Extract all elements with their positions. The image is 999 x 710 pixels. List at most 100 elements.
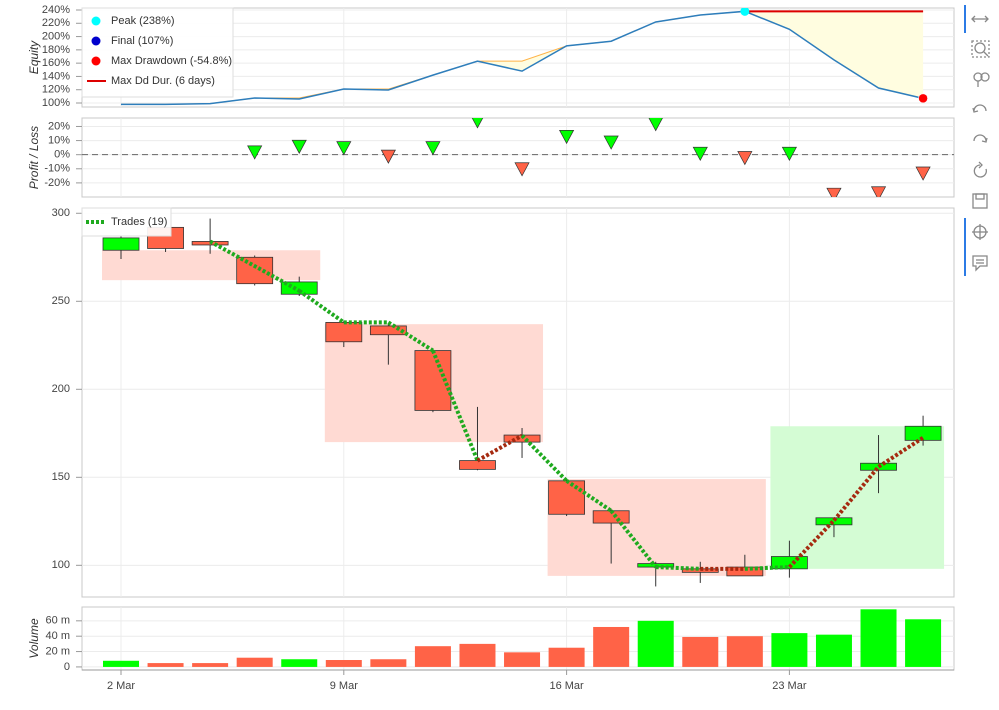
volume-bar	[370, 659, 407, 667]
legend-trades: Trades (19)	[111, 216, 167, 228]
trade-line	[387, 320, 434, 353]
candle-body	[102, 237, 140, 251]
y-tick-label: 160%	[42, 57, 70, 69]
y-tick-label: -10%	[44, 163, 70, 175]
volume-bar	[815, 634, 852, 667]
equity-line	[121, 10, 924, 106]
legend-max-dd-duration: Max Dd Dur. (6 days)	[111, 75, 215, 87]
y-tick-label: 240%	[42, 4, 70, 16]
candle-body	[548, 480, 585, 515]
volume-bar	[281, 659, 318, 667]
weekly-range	[770, 426, 945, 569]
candle-body	[503, 434, 541, 443]
trade-line	[744, 565, 790, 571]
y-axis-label: Volume	[27, 618, 41, 659]
volume-bar	[236, 657, 273, 667]
legend-swatch	[91, 56, 101, 66]
volume-bar	[593, 626, 630, 667]
candle-body	[459, 460, 496, 470]
trade-pnl-marker	[692, 146, 708, 162]
plot-frame	[81, 117, 955, 198]
trade-pnl-marker	[559, 129, 575, 145]
y-tick-label: 0%	[54, 149, 70, 161]
trade-pnl-marker	[425, 141, 441, 156]
trade-pnl-marker	[247, 145, 263, 160]
volume-bar	[548, 647, 585, 667]
y-tick-label: 40 m	[46, 630, 70, 642]
peak-marker	[740, 8, 750, 16]
x-tick-label: 23 Mar	[772, 680, 807, 692]
redo-tool[interactable]	[973, 134, 988, 143]
plot-area	[82, 607, 954, 670]
plot-area	[82, 118, 954, 197]
legends: Peak (238%) Final (107%) Max Drawdown (-…	[81, 7, 234, 237]
volume-bar	[192, 663, 229, 667]
volume-bar	[726, 636, 763, 667]
trade-line	[298, 289, 345, 325]
box-zoom-tool[interactable]	[971, 40, 990, 58]
trade-pnl-marker	[826, 187, 842, 197]
y-tick-label: 120%	[42, 84, 70, 96]
volume-bar	[682, 636, 719, 667]
volume-bar	[504, 652, 541, 667]
hover-tool[interactable]	[972, 255, 988, 272]
y-tick-label: 10%	[48, 134, 70, 146]
y-tick-label: 220%	[42, 17, 70, 29]
y-tick-label: 100	[52, 559, 70, 571]
trade-pnl-marker	[291, 139, 307, 154]
legend-swatch	[91, 16, 101, 26]
candle-body	[325, 322, 363, 343]
legend-max-drawdown: Max Drawdown (-54.8%)	[111, 55, 232, 67]
y-axis-label: Equity	[27, 40, 41, 74]
trade-line	[787, 519, 836, 569]
pan-tool[interactable]	[971, 15, 989, 23]
reset-tool[interactable]	[973, 161, 987, 178]
y-tick-label: 150	[52, 471, 70, 483]
trade-line	[655, 565, 701, 571]
candle-body	[369, 325, 407, 336]
trade-line	[877, 436, 925, 469]
toolbar	[964, 5, 990, 276]
candle-body	[904, 425, 942, 441]
legend-swatch	[91, 36, 101, 46]
y-tick-label: 20 m	[46, 645, 70, 657]
candle-body	[414, 350, 452, 411]
trade-pnl-marker	[781, 146, 797, 162]
y-axis-label: Profit / Loss	[27, 126, 41, 189]
volume-bar	[325, 660, 362, 667]
trade-pnl-marker	[471, 118, 484, 129]
trade-pnl-marker	[514, 162, 530, 177]
equity-legend	[81, 7, 234, 98]
volume-panel: 0 20 m 40 m 60 m Volume 2 Mar 9 Mar 16 Mar 23 Ma…	[27, 606, 955, 692]
volume-bar	[414, 646, 451, 667]
y-tick-label: 140%	[42, 70, 70, 82]
y-tick-label: 180%	[42, 44, 70, 56]
undo-tool[interactable]	[972, 104, 987, 113]
crosshair-tool[interactable]	[972, 224, 988, 240]
wheel-zoom-tool[interactable]	[973, 72, 990, 87]
x-tick-label: 2 Mar	[107, 680, 135, 692]
volume-bar	[103, 660, 139, 667]
trade-line	[520, 434, 569, 483]
save-tool[interactable]	[972, 193, 988, 209]
y-tick-label: 100%	[42, 97, 70, 109]
trade-pnl-marker	[737, 151, 753, 166]
legend-final: Final (107%)	[111, 35, 173, 47]
trade-line	[832, 465, 881, 522]
pnl-panel: -20% -10% 0% 10% 20% Profit / Loss	[27, 117, 955, 198]
volume-bar	[860, 609, 897, 667]
plot-area	[82, 208, 954, 597]
max-drawdown-marker	[918, 93, 928, 104]
candle-body	[236, 256, 274, 285]
trade-pnl-marker	[648, 118, 663, 132]
y-tick-label: 250	[52, 295, 70, 307]
volume-bar	[459, 643, 496, 667]
trade-pnl-marker	[870, 186, 887, 197]
y-tick-label: -20%	[44, 177, 70, 189]
trade-line	[565, 479, 613, 513]
drawdown-area	[121, 11, 924, 105]
volume-bar	[905, 619, 942, 667]
y-tick-label: 200	[52, 383, 70, 395]
y-tick-label: 200%	[42, 30, 70, 42]
